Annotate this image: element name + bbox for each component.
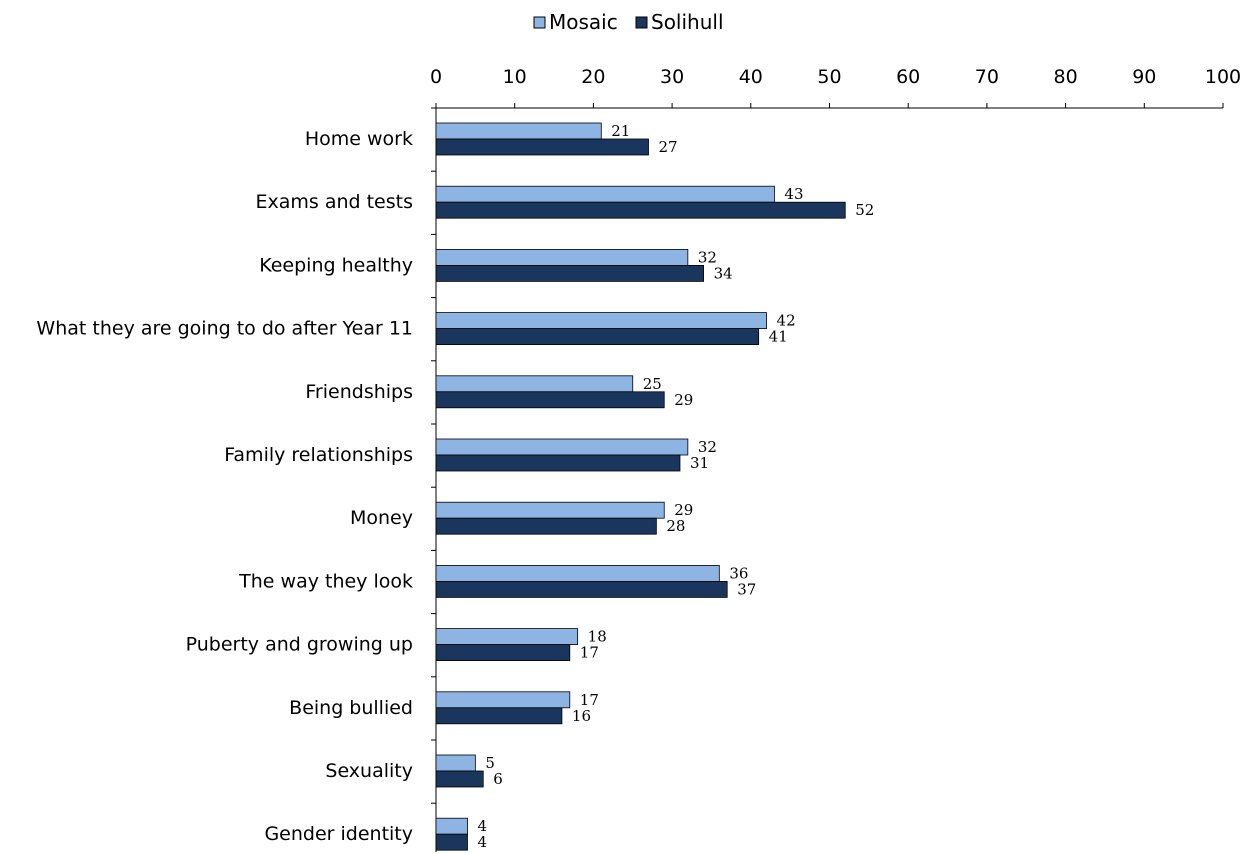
bar-solihull [435, 201, 846, 219]
value-label-mosaic: 32 [698, 248, 717, 266]
value-label-mosaic: 21 [611, 122, 630, 140]
value-label-solihull: 27 [658, 138, 677, 156]
value-label-mosaic: 5 [485, 754, 495, 772]
category-label: Money [350, 507, 413, 529]
value-label-solihull: 28 [666, 517, 685, 535]
value-labels: 2127435232344241252932312928363718171716… [477, 122, 874, 851]
legend: Mosaic Solihull [533, 10, 724, 34]
value-label-mosaic: 29 [674, 501, 693, 519]
bar-mosaic [435, 628, 579, 645]
x-tick-label: 0 [430, 66, 442, 88]
category-labels: Home work Exams and tests Keeping healthy W… [36, 128, 413, 845]
legend-swatch-solihull [635, 16, 648, 29]
x-tick-label: 10 [503, 66, 527, 88]
value-label-solihull: 4 [477, 833, 487, 851]
category-label: Family relationships [224, 444, 413, 466]
bar-mosaic [435, 817, 468, 835]
category-label: Puberty and growing up [186, 634, 413, 656]
bars [435, 122, 846, 851]
bar-mosaic [435, 312, 767, 330]
category-label: Sexuality [325, 760, 413, 782]
bar-mosaic [435, 691, 571, 709]
category-label: What they are going to do after Year 11 [36, 318, 413, 340]
legend-label-mosaic: Mosaic [549, 10, 618, 34]
bar-solihull [435, 833, 468, 851]
bar-solihull [435, 707, 563, 725]
x-tick-label: 80 [1054, 66, 1078, 88]
x-tick-label: 30 [660, 66, 684, 88]
value-label-mosaic: 4 [477, 817, 487, 835]
legend-label-solihull: Solihull [651, 10, 724, 34]
value-label-solihull: 17 [580, 644, 599, 662]
value-label-mosaic: 32 [698, 438, 717, 456]
value-label-mosaic: 25 [643, 375, 662, 393]
category-label: Being bullied [289, 697, 413, 719]
category-label: The way they look [238, 570, 413, 592]
bar-solihull [435, 264, 704, 282]
value-label-mosaic: 42 [777, 312, 796, 330]
bar-mosaic [435, 754, 476, 772]
category-label: Exams and tests [255, 191, 413, 213]
value-label-mosaic: 43 [784, 185, 803, 203]
x-tick-label: 90 [1132, 66, 1156, 88]
legend-swatch-mosaic [533, 16, 546, 29]
value-label-mosaic: 17 [580, 691, 599, 709]
bar-mosaic [435, 438, 689, 456]
value-label-mosaic: 18 [588, 628, 607, 646]
bar-mosaic [435, 565, 720, 582]
x-tick-label: 20 [581, 66, 605, 88]
category-label: Gender identity [264, 823, 413, 845]
bar-solihull [435, 581, 728, 598]
category-label: Friendships [305, 381, 413, 403]
value-label-solihull: 34 [714, 264, 733, 282]
x-tick-label: 100 [1205, 66, 1241, 88]
bar-solihull [435, 328, 760, 346]
bar-solihull [435, 454, 681, 472]
bar-solihull [435, 644, 571, 661]
x-tick-label: 50 [817, 66, 841, 88]
bar-mosaic [435, 122, 602, 140]
bar-mosaic [435, 375, 634, 393]
value-label-solihull: 52 [855, 201, 874, 219]
value-label-solihull: 37 [737, 580, 756, 598]
bar-solihull [435, 517, 657, 535]
bar-mosaic [435, 501, 665, 519]
value-label-solihull: 31 [690, 454, 709, 472]
x-axis: 0 10 20 30 40 50 60 70 80 90 100 [430, 66, 1241, 852]
value-label-mosaic: 36 [729, 564, 748, 582]
category-label: Home work [305, 128, 413, 150]
x-tick-label: 40 [739, 66, 763, 88]
bar-mosaic [435, 248, 689, 266]
bar-solihull [435, 770, 484, 788]
x-tick-label: 60 [896, 66, 920, 88]
value-label-solihull: 29 [674, 391, 693, 409]
category-label: Keeping healthy [259, 254, 413, 276]
bar-solihull [435, 391, 665, 409]
bar-solihull [435, 138, 649, 156]
x-tick-label: 70 [975, 66, 999, 88]
value-label-solihull: 41 [769, 328, 788, 346]
value-label-solihull: 6 [493, 770, 503, 788]
bar-mosaic [435, 185, 775, 203]
value-label-solihull: 16 [572, 707, 591, 725]
